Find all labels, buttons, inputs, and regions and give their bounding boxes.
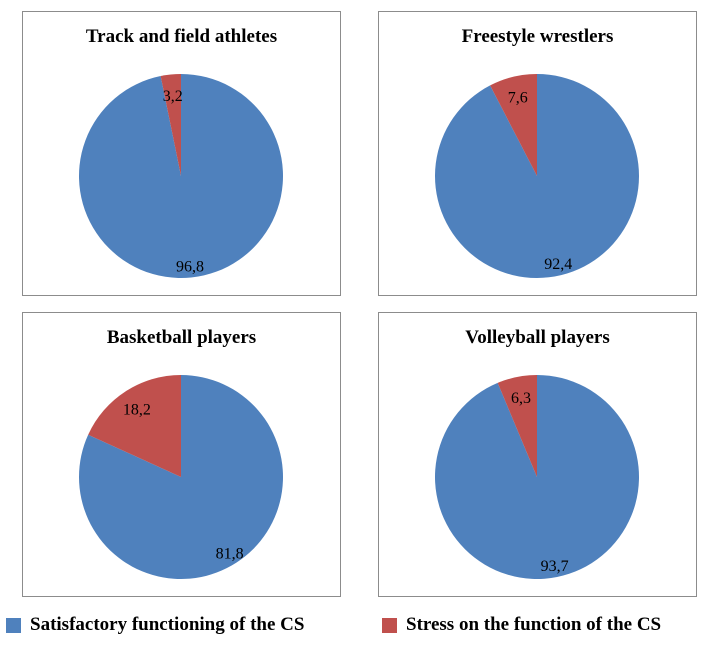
data-label-stress: 6,3 — [511, 390, 531, 407]
chart-track-and-field: Track and field athletes 96,8 3,2 — [22, 11, 341, 296]
chart-title: Track and field athletes — [85, 26, 278, 47]
pie-chart: 92,4 7,6 — [435, 74, 639, 278]
data-label-stress: 18,2 — [123, 401, 151, 418]
pie-chart: 96,8 3,2 — [79, 74, 283, 278]
pie-chart: 93,7 6,3 — [435, 375, 639, 579]
legend: Satisfactory functioning of the CS Stres… — [6, 614, 709, 642]
chart-title: Basketball players — [106, 327, 257, 348]
slice-stress — [160, 74, 181, 176]
data-label-stress: 7,6 — [508, 90, 528, 107]
legend-item-satisfactory: Satisfactory functioning of the CS — [6, 614, 304, 636]
slice-stress — [88, 375, 181, 477]
slice-stress — [497, 375, 537, 477]
chart-basketball-players: Basketball players 81,8 18,2 — [22, 312, 341, 597]
chart-title: Volleyball players — [465, 327, 610, 348]
legend-swatch-stress — [382, 617, 397, 633]
chart-volleyball-players: Volleyball players 93,7 6,3 — [378, 312, 697, 597]
legend-label: Satisfactory functioning of the CS — [30, 614, 305, 635]
pie-chart: 81,8 18,2 — [79, 375, 283, 579]
slice-stress — [490, 74, 537, 176]
chart-title: Freestyle wrestlers — [461, 26, 614, 47]
legend-item-stress: Stress on the function of the CS — [382, 614, 661, 636]
legend-label: Stress on the function of the CS — [406, 614, 662, 635]
data-label-satisfactory: 92,4 — [544, 256, 572, 273]
chart-freestyle-wrestlers: Freestyle wrestlers 92,4 7,6 — [378, 11, 697, 296]
data-label-satisfactory: 81,8 — [216, 545, 244, 562]
data-label-stress: 3,2 — [163, 88, 183, 105]
data-label-satisfactory: 93,7 — [541, 558, 569, 575]
legend-swatch-satisfactory — [6, 617, 21, 633]
data-label-satisfactory: 96,8 — [176, 258, 204, 275]
